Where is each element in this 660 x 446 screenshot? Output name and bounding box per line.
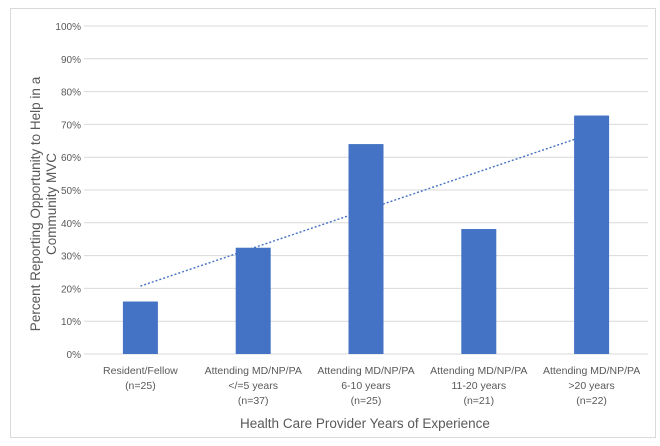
bar xyxy=(122,301,158,354)
bar xyxy=(348,144,384,354)
y-tick-label: 60% xyxy=(61,153,81,164)
x-tick-label: Resident/Fellow (n=25) xyxy=(103,365,178,392)
trendline-layer xyxy=(140,132,592,287)
bar xyxy=(461,229,497,354)
gridlines xyxy=(84,25,648,355)
x-tick-label: Attending MD/NP/PA 11-20 years (n=21) xyxy=(430,365,527,407)
y-tick-label: 50% xyxy=(61,186,81,197)
y-tick-label: 70% xyxy=(61,120,81,131)
bar xyxy=(574,115,610,354)
y-tick-label: 80% xyxy=(61,88,81,99)
y-axis-label-line-1: Percent Reporting Opportunity to Help in… xyxy=(28,76,43,331)
x-tick-label: Attending MD/NP/PA 6-10 years (n=25) xyxy=(317,365,414,407)
y-axis-label-line-2: Community MVC xyxy=(44,153,59,255)
y-tick-label: 10% xyxy=(61,317,81,328)
x-axis-ticks: Resident/Fellow (n=25) Attending MD/NP/PA <… xyxy=(103,365,640,407)
x-tick-label: Attending MD/NP/PA >20 years (n=22) xyxy=(543,365,640,407)
x-tick-label: Attending MD/NP/PA </=5 years (n=37) xyxy=(205,365,302,407)
bar xyxy=(235,247,271,354)
x-axis-label: Health Care Provider Years of Experience xyxy=(240,416,490,431)
y-tick-label: 40% xyxy=(61,219,81,230)
y-tick-label: 0% xyxy=(67,350,82,361)
y-axis-ticks: 0% 10% 20% 30% 40% 50% 60% 70% 80% 90% 100% xyxy=(55,22,81,361)
y-tick-label: 90% xyxy=(61,55,81,66)
trendline xyxy=(140,132,592,287)
y-tick-label: 30% xyxy=(61,252,81,263)
bars xyxy=(122,115,610,354)
y-tick-label: 100% xyxy=(55,22,81,33)
y-tick-label: 20% xyxy=(61,284,81,295)
